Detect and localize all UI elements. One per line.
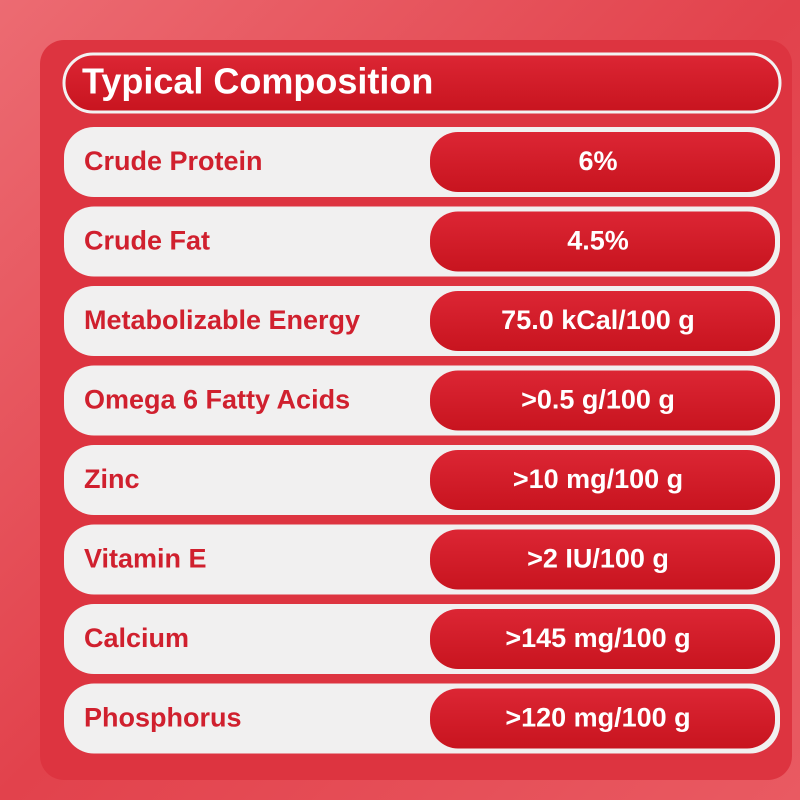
value-pill <box>430 211 775 272</box>
row-label: Crude Protein <box>84 146 263 176</box>
value-pill <box>430 291 775 351</box>
row-value: >120 mg/100 g <box>505 703 690 733</box>
value-pill <box>430 132 775 192</box>
value-pill <box>430 370 775 431</box>
rows: Crude Protein 6% Crude Fat 4.5% Metabolizabl… <box>64 127 780 754</box>
row-label: Omega 6 Fatty Acids <box>84 385 350 415</box>
row-value: >145 mg/100 g <box>505 623 690 653</box>
value-pill <box>430 688 775 749</box>
title: Typical Composition <box>82 61 433 102</box>
header-bar <box>62 52 782 114</box>
row-value: >2 IU/100 g <box>527 544 669 574</box>
value-pill <box>430 529 775 590</box>
row-label: Metabolizable Energy <box>84 305 360 335</box>
row-value: 6% <box>578 146 617 176</box>
row-label: Calcium <box>84 623 189 653</box>
row-value: >0.5 g/100 g <box>521 385 675 415</box>
row-value: >10 mg/100 g <box>513 464 683 494</box>
row-label: Phosphorus <box>84 703 242 733</box>
row-label: Vitamin E <box>84 544 207 574</box>
row-value: 75.0 kCal/100 g <box>501 305 695 335</box>
value-pill <box>430 609 775 669</box>
row-value: 4.5% <box>567 226 629 256</box>
row-label: Zinc <box>84 464 140 494</box>
value-pill <box>430 450 775 510</box>
row-label: Crude Fat <box>84 226 210 256</box>
